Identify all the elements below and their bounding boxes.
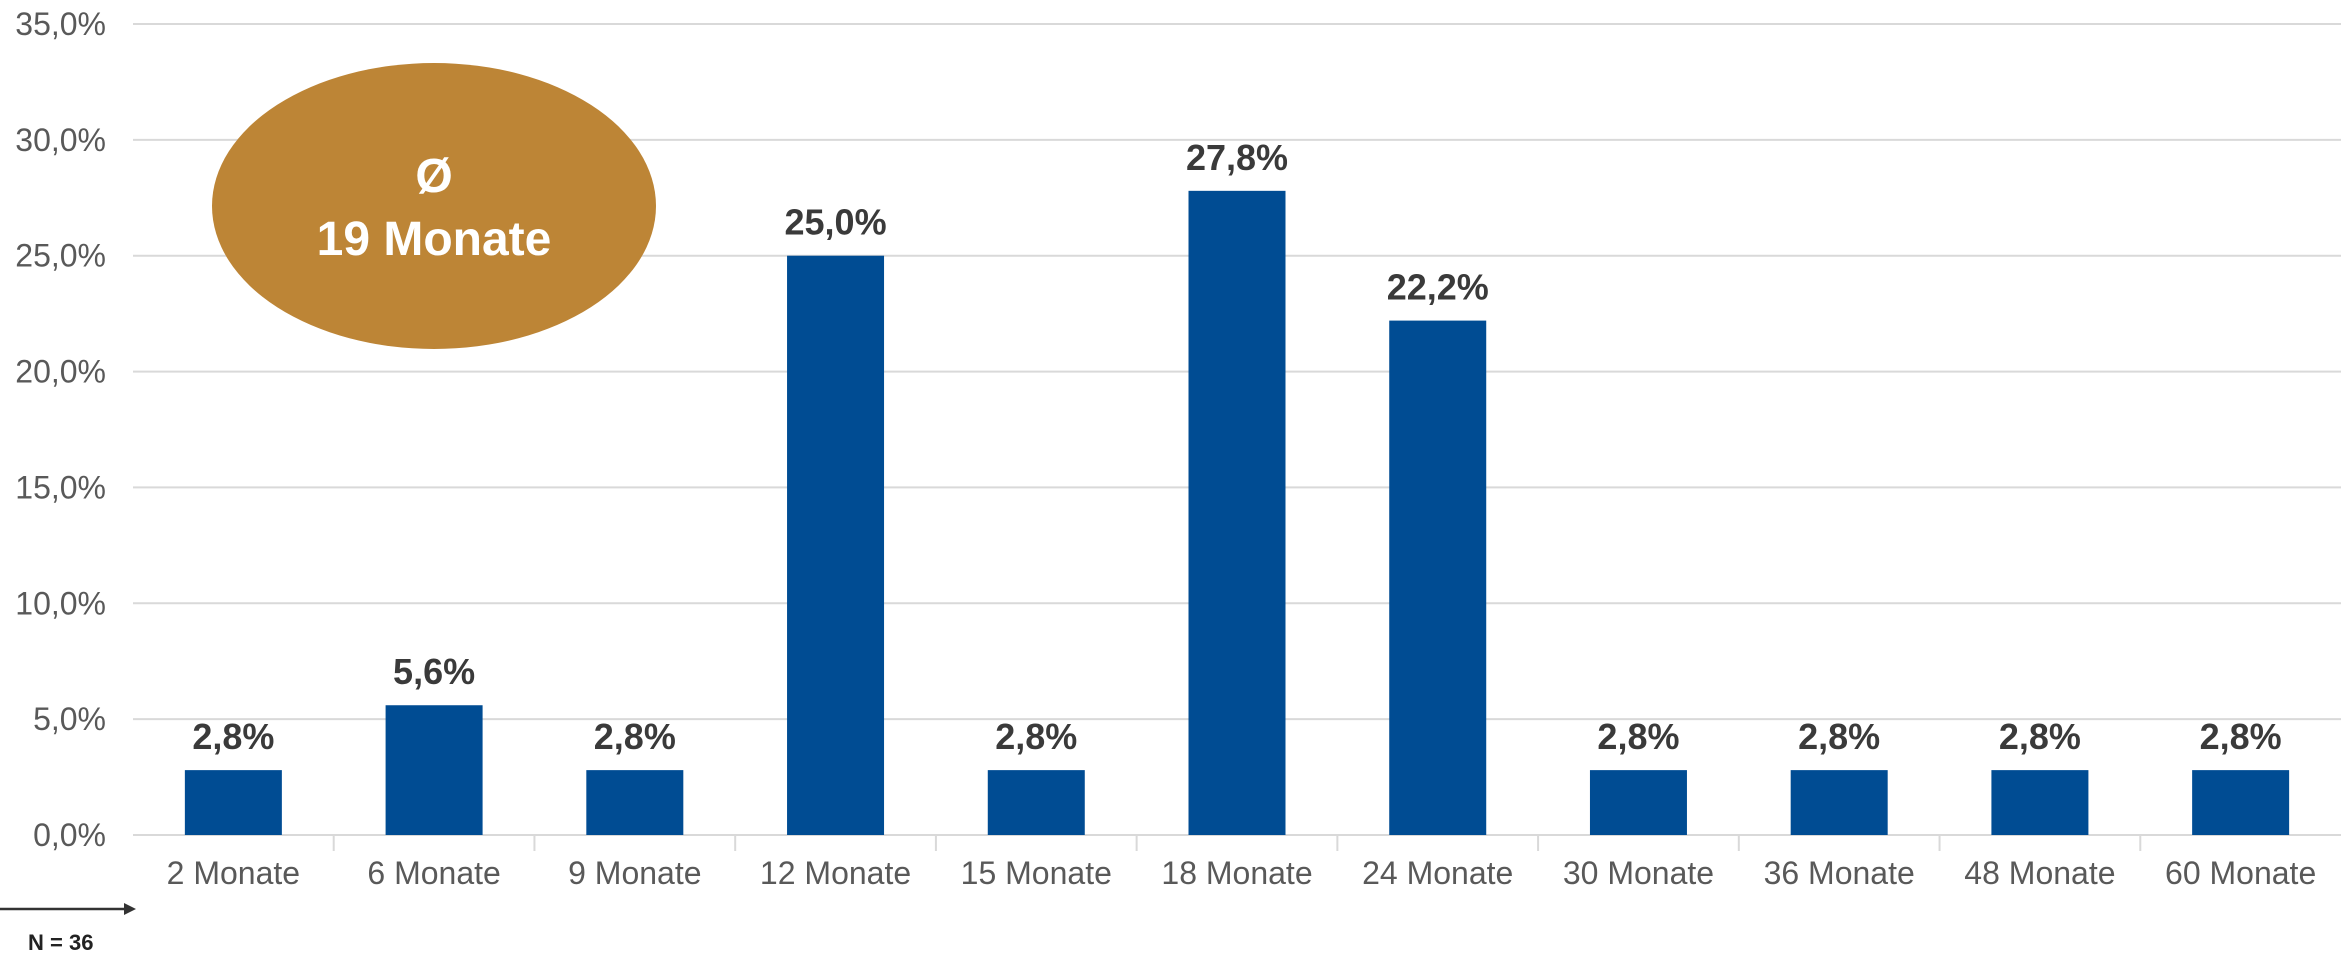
average-symbol: Ø [415,150,452,203]
bar [1589,770,1687,835]
x-tick-label: 12 Monate [760,855,911,891]
x-tick-label: 36 Monate [1764,855,1915,891]
data-label: 2,8% [192,716,274,757]
data-label: 5,6% [393,651,475,692]
bar [787,255,885,835]
x-tick-label: 48 Monate [1964,855,2115,891]
data-label: 25,0% [785,202,887,243]
y-tick-label: 25,0% [15,238,106,274]
x-tick-label: 18 Monate [1161,855,1312,891]
data-label: 2,8% [1798,716,1880,757]
data-label: 2,8% [1999,716,2081,757]
bar [385,705,483,835]
data-label: 2,8% [1597,716,1679,757]
data-label: 27,8% [1186,137,1288,178]
y-tick-label: 5,0% [33,701,106,737]
x-tick-label: 6 Monate [367,855,500,891]
bar [1389,320,1487,835]
data-label: 2,8% [594,716,676,757]
x-tick-label: 9 Monate [568,855,701,891]
bar [1991,770,2089,835]
x-tick-label: 2 Monate [167,855,300,891]
x-tick-label: 30 Monate [1563,855,1714,891]
data-label: 2,8% [2200,716,2282,757]
x-tick-label: 60 Monate [2165,855,2316,891]
x-tick-label: 15 Monate [961,855,1112,891]
y-tick-label: 0,0% [33,817,106,853]
y-tick-label: 15,0% [15,469,106,505]
average-value: 19 Monate [317,213,552,266]
y-tick-label: 35,0% [15,6,106,42]
bar [2192,770,2290,835]
bar [184,770,282,835]
data-label: 2,8% [995,716,1077,757]
bars [184,190,2290,835]
bar [1790,770,1888,835]
x-tick-label: 24 Monate [1362,855,1513,891]
y-tick-label: 10,0% [15,585,106,621]
data-labels: 2,8% 5,6% 2,8% 25,0% 2,8% 27,8% 22,2% 2,8% 2,8% 2… [192,137,2281,757]
bar [1188,190,1286,835]
n-arrow-head [124,903,136,915]
average-badge-ellipse [212,63,656,349]
n-arrow [0,903,136,915]
x-axis-category-labels: 2 Monate 6 Monate 9 Monate 12 Monate 15 Mona… [167,855,2317,891]
bar [987,770,1085,835]
y-tick-label: 20,0% [15,354,106,390]
average-badge: Ø 19 Monate [212,63,656,349]
y-axis-tick-labels: 0,0% 5,0% 10,0% 15,0% 20,0% 25,0% 30,0% 35,0% [15,6,106,853]
sample-size-label: N = 36 [28,930,94,955]
y-tick-label: 30,0% [15,122,106,158]
data-label: 22,2% [1387,267,1489,308]
bar [586,770,684,835]
